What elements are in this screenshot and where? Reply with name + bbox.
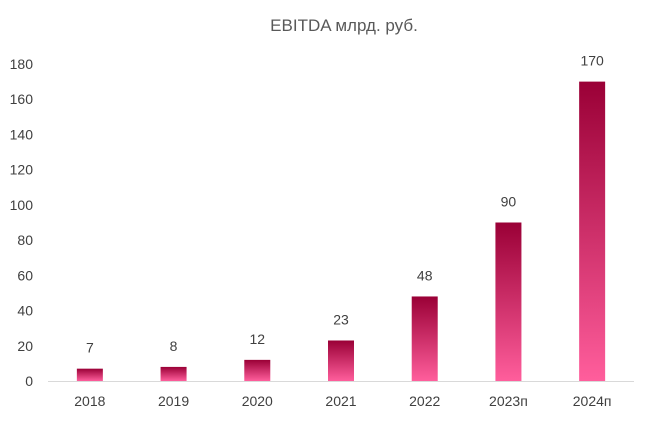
data-label: 7 bbox=[86, 340, 94, 356]
y-tick-label: 120 bbox=[10, 162, 34, 178]
chart-title: EBITDA млрд. руб. bbox=[270, 16, 418, 35]
data-labels: 7 8 12 23 48 90 170 bbox=[86, 53, 604, 356]
x-tick-label: 2018 bbox=[74, 393, 105, 409]
y-tick-label: 40 bbox=[17, 303, 33, 319]
x-tick-label: 2023п bbox=[489, 393, 528, 409]
data-label: 23 bbox=[333, 311, 349, 327]
y-tick-label: 80 bbox=[17, 232, 33, 248]
y-tick-label: 140 bbox=[10, 126, 34, 142]
bar bbox=[579, 81, 606, 381]
x-tick-label: 2022 bbox=[409, 393, 440, 409]
x-tick-label: 2019 bbox=[158, 393, 189, 409]
x-axis-ticks: 2018 2019 2020 2021 2022 2023п 2024п bbox=[74, 393, 611, 409]
y-tick-label: 100 bbox=[10, 197, 34, 213]
y-tick-label: 0 bbox=[25, 373, 33, 389]
y-axis-ticks: 0 20 40 60 80 100 120 140 160 180 bbox=[10, 56, 34, 389]
bar bbox=[495, 222, 522, 381]
data-label: 12 bbox=[249, 331, 265, 347]
data-label: 8 bbox=[170, 338, 178, 354]
y-tick-label: 160 bbox=[10, 91, 34, 107]
y-tick-label: 180 bbox=[10, 56, 34, 72]
x-tick-label: 2024п bbox=[573, 393, 612, 409]
bars bbox=[76, 81, 606, 381]
x-tick-label: 2020 bbox=[242, 393, 273, 409]
y-tick-label: 20 bbox=[17, 338, 33, 354]
bar bbox=[244, 359, 271, 381]
y-tick-label: 60 bbox=[17, 267, 33, 283]
bar bbox=[411, 296, 438, 381]
bar bbox=[328, 340, 354, 381]
bar bbox=[160, 366, 187, 381]
x-tick-label: 2021 bbox=[325, 393, 356, 409]
bar bbox=[76, 368, 103, 381]
data-label: 170 bbox=[580, 53, 604, 69]
data-label: 48 bbox=[417, 267, 433, 283]
data-label: 90 bbox=[501, 194, 517, 210]
